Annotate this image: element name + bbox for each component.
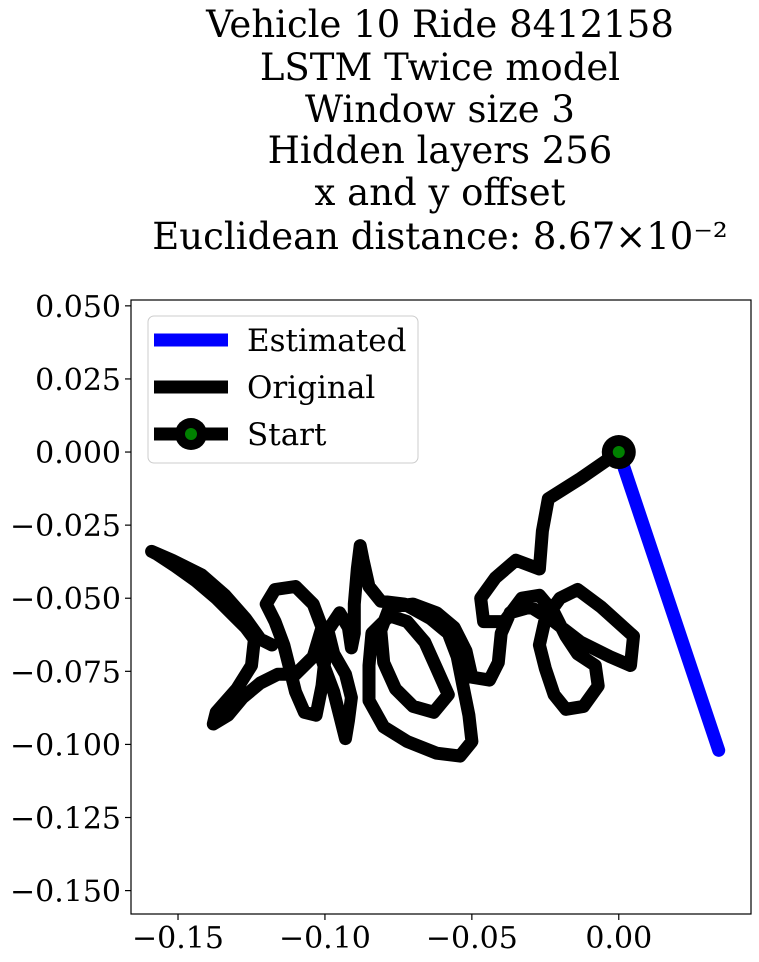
- legend: Estimated Original Start: [147, 315, 419, 464]
- legend-swatch-start-dot: [185, 428, 197, 440]
- x-tick-label: −0.15: [132, 921, 224, 956]
- plot-area: [145, 435, 726, 763]
- title-line-4: Hidden layers 256: [268, 129, 613, 172]
- series-original-line: [145, 445, 640, 763]
- y-tick-label: 0.000: [35, 436, 121, 471]
- y-axis: 0.050 0.025 0.000 −0.025 −0.050 −0.075 −0.100 −…: [10, 290, 131, 910]
- y-tick-label: −0.075: [10, 655, 121, 690]
- x-tick-label: −0.10: [279, 921, 371, 956]
- y-tick-label: −0.150: [10, 875, 121, 910]
- legend-box: [147, 315, 419, 464]
- axes-frame: [130, 299, 752, 915]
- y-tick-label: −0.125: [10, 802, 121, 837]
- title-line-5: x and y offset: [315, 171, 566, 214]
- series-estimated-line: [612, 445, 726, 757]
- legend-label-start: Start: [247, 417, 327, 453]
- x-axis: −0.15 −0.10 −0.05 0.00: [132, 914, 652, 956]
- title-line-3: Window size 3: [305, 88, 575, 131]
- chart-title: Vehicle 10 Ride 8412158 LSTM Twice model…: [152, 3, 727, 258]
- title-line-1: Vehicle 10 Ride 8412158: [205, 3, 674, 46]
- legend-label-estimated: Estimated: [247, 323, 406, 359]
- y-tick-label: 0.025: [35, 363, 121, 398]
- title-line-6: Euclidean distance: 8.67×10⁻²: [152, 215, 727, 258]
- x-tick-label: 0.00: [585, 921, 652, 956]
- x-tick-label: −0.05: [426, 921, 518, 956]
- title-line-2: LSTM Twice model: [260, 46, 620, 89]
- y-tick-label: 0.050: [35, 290, 121, 325]
- y-tick-label: −0.100: [10, 728, 121, 763]
- y-tick-label: −0.025: [10, 509, 121, 544]
- y-tick-label: −0.050: [10, 582, 121, 617]
- start-marker-dot: [612, 446, 625, 459]
- legend-label-original: Original: [247, 370, 375, 406]
